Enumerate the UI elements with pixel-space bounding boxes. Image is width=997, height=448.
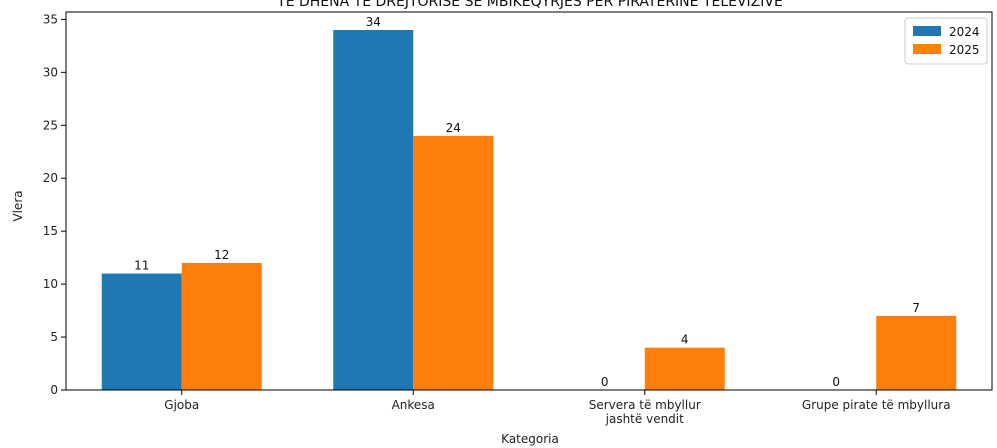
data-label-2025-2: 4 [681,333,689,347]
legend-label-2024: 2024 [949,25,980,39]
legend: 2024 2025 [904,17,988,65]
data-label-2024-0: 11 [134,259,149,273]
bar-2025-2 [644,347,725,390]
axes-frame [65,11,993,391]
bar-2025-3 [876,315,957,390]
data-label-2025-3: 7 [912,301,920,315]
x-axis-label: Kategoria [501,432,559,446]
y-tick-label-25: 25 [43,118,58,132]
x-tick-label-1: Ankesa [392,398,435,412]
y-tick-label-30: 30 [43,65,58,79]
x-tick-label-0: Gjoba [164,398,199,412]
data-label-2024-1: 34 [366,15,381,29]
bar-2025-0 [181,262,262,390]
data-label-2025-1: 24 [446,121,461,135]
bar-2025-1 [413,135,494,390]
y-tick-label-5: 5 [50,330,58,344]
legend-swatch-2025 [913,44,941,54]
x-tick-label-2: Servera të mbyllur jashtë vendit [589,398,701,426]
data-label-2024-2: 0 [601,375,609,389]
y-tick-label-10: 10 [43,277,58,291]
data-label-2024-3: 0 [832,375,840,389]
bar-2024-1 [333,30,414,390]
y-tick-label-35: 35 [43,12,58,26]
y-axis-label: Vlera [11,190,25,221]
chart-title: TË DHËNA TË DREJTORISË SË MBIKËQYRJES PË… [276,0,783,10]
x-tick-label-3: Grupe pirate të mbyllura [802,398,951,412]
data-label-2025-0: 12 [214,248,229,262]
legend-swatch-2024 [913,26,941,36]
y-tick-label-0: 0 [50,383,58,397]
bar-2024-0 [101,273,182,390]
y-tick-label-15: 15 [43,224,58,238]
legend-label-2025: 2025 [949,43,980,57]
y-tick-label-20: 20 [43,171,58,185]
